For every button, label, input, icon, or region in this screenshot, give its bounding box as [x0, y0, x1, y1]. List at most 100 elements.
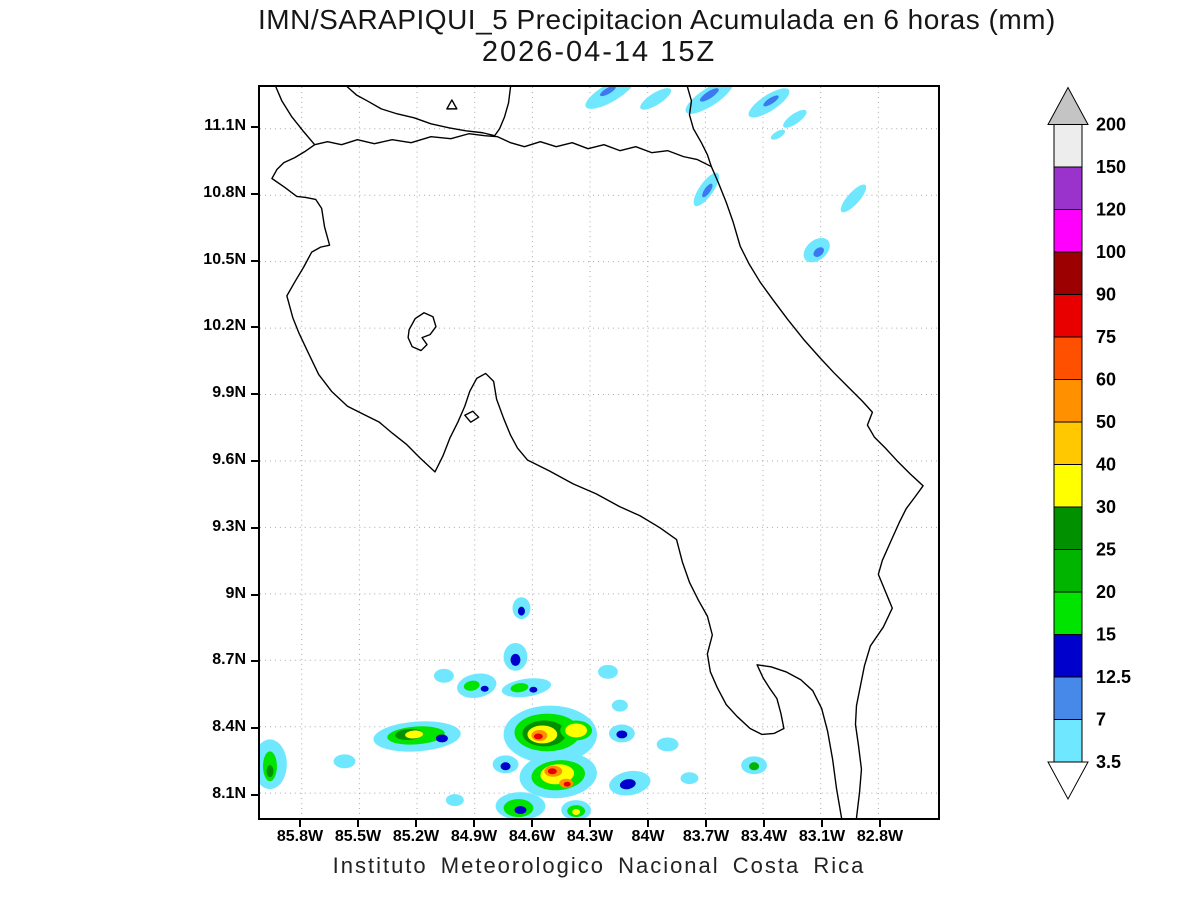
y-tick-mark	[251, 126, 258, 128]
x-tick-label: 84W	[631, 828, 665, 845]
chart-title: IMN/SARAPIQUI_5 Precipitacion Acumulada …	[258, 4, 1056, 35]
colorbar-label: 100	[1096, 242, 1126, 262]
precip-cell	[783, 109, 807, 128]
y-tick-label: 8.1N	[212, 785, 246, 802]
x-tick-mark	[821, 820, 823, 827]
y-tick-label: 10.8N	[203, 183, 246, 201]
x-tick-label: 84.3W	[566, 828, 614, 845]
map-svg	[260, 87, 938, 818]
colorbar-label: 20	[1096, 582, 1116, 602]
colorbar-segment	[1053, 719, 1083, 763]
x-tick-label: 82.8W	[856, 828, 904, 845]
y-tick-label: 8.7N	[212, 651, 246, 669]
y-tick-mark	[251, 727, 258, 730]
colorbar-label: 15	[1096, 625, 1116, 645]
precip-cell	[510, 683, 529, 693]
colorbar-segment	[1053, 251, 1083, 295]
precip-cell	[813, 247, 824, 257]
y-tick-label: 11.1N	[204, 117, 246, 134]
precip-cell	[533, 733, 543, 740]
gulf-island	[464, 410, 480, 423]
precip-cell	[510, 653, 521, 666]
x-tick-label: 85.5W	[334, 828, 382, 845]
x-tick-mark	[531, 820, 533, 827]
precip-cell	[445, 794, 464, 807]
colorbar-segment	[1053, 591, 1083, 635]
precip-cell	[619, 779, 636, 790]
precip-cell	[565, 723, 588, 738]
y-tick-label: 9.9N	[212, 384, 246, 402]
precip-cell	[529, 686, 538, 693]
precip-cell	[266, 765, 274, 778]
precip-cell	[640, 88, 672, 110]
precip-cell	[611, 699, 628, 712]
precip-cell	[763, 95, 779, 107]
x-tick-mark	[415, 820, 417, 827]
colorbar-label: 200	[1096, 115, 1126, 135]
x-tick-label: 85.8W	[276, 828, 324, 845]
nicaragua-pacific-coast-and-border	[275, 87, 713, 168]
y-tick-mark	[251, 460, 258, 462]
colorbar-arrow-up	[1047, 86, 1089, 125]
x-tick-label: 84.9W	[450, 828, 498, 845]
colorbar-label: 60	[1096, 370, 1116, 390]
y-tick-mark	[251, 192, 258, 195]
y-tick-label: 9N	[225, 584, 246, 602]
y-tick-label: 9.6N	[212, 451, 246, 468]
precip-cell	[702, 183, 713, 198]
precip-cell	[514, 806, 527, 815]
x-tick-label: 83.1W	[798, 828, 846, 845]
chart-subtitle: 2026-04-14 15Z	[481, 36, 717, 68]
x-tick-label: 85.2W	[392, 828, 440, 845]
nicaragua-caribbean-coast	[686, 87, 713, 168]
colorbar-label: 25	[1096, 540, 1116, 560]
colorbar-segment	[1053, 549, 1083, 593]
source-caption: Instituto Meteorologico Nacional Costa R…	[332, 853, 866, 878]
y-tick-label: 10.2N	[203, 317, 246, 335]
x-tick-mark	[299, 820, 301, 827]
y-tick-mark	[251, 593, 258, 596]
colorbar-label: 50	[1096, 412, 1116, 432]
y-tick-mark	[251, 660, 258, 663]
colorbar-svg: 3.5 7 12.5 15 20 25 30 40 50 60 75 90 100 120 150 200	[1047, 86, 1131, 801]
precip-cell	[433, 668, 454, 683]
precip-cell	[563, 781, 571, 787]
precip-cell	[616, 730, 628, 739]
y-tick-mark	[251, 794, 258, 796]
colorbar-label: 30	[1096, 497, 1116, 517]
x-tick-label: 83.7W	[682, 828, 730, 845]
colorbar-label: 120	[1096, 200, 1126, 220]
y-tick-mark	[251, 526, 258, 529]
lake-island	[446, 99, 458, 110]
lake-nicaragua-shore	[346, 87, 512, 137]
colorbar-label: 40	[1096, 455, 1116, 475]
precip-cell	[517, 606, 525, 616]
colorbar-segment	[1053, 506, 1083, 550]
colorbar-arrow-down	[1047, 761, 1089, 801]
lake-arenal	[407, 312, 437, 352]
precip-cell	[333, 754, 356, 769]
y-tick-mark	[251, 259, 258, 262]
y-tick-mark	[251, 326, 258, 329]
precip-cell	[680, 772, 699, 785]
precip-cell	[572, 809, 581, 816]
precip-cell	[405, 730, 424, 739]
colorbar-segment	[1053, 294, 1083, 338]
y-tick-label: 10.5N	[203, 250, 246, 268]
colorbar-segment	[1053, 166, 1083, 210]
precip-cell	[598, 664, 618, 679]
colorbar-segment	[1053, 336, 1083, 380]
x-tick-mark	[879, 820, 881, 827]
colorbar-segment	[1053, 676, 1083, 720]
costa-rica-outline	[271, 143, 924, 818]
colorbar-label: 7	[1096, 710, 1106, 730]
x-tick-mark	[357, 820, 359, 827]
x-tick-mark	[705, 820, 707, 827]
colorbar-label: 3.5	[1096, 752, 1121, 772]
precip-cell	[463, 680, 480, 691]
x-tick-label: 84.6W	[508, 828, 556, 845]
colorbar-label: 90	[1096, 285, 1116, 305]
y-tick-label: 9.3N	[212, 517, 246, 535]
x-tick-mark	[589, 820, 591, 827]
